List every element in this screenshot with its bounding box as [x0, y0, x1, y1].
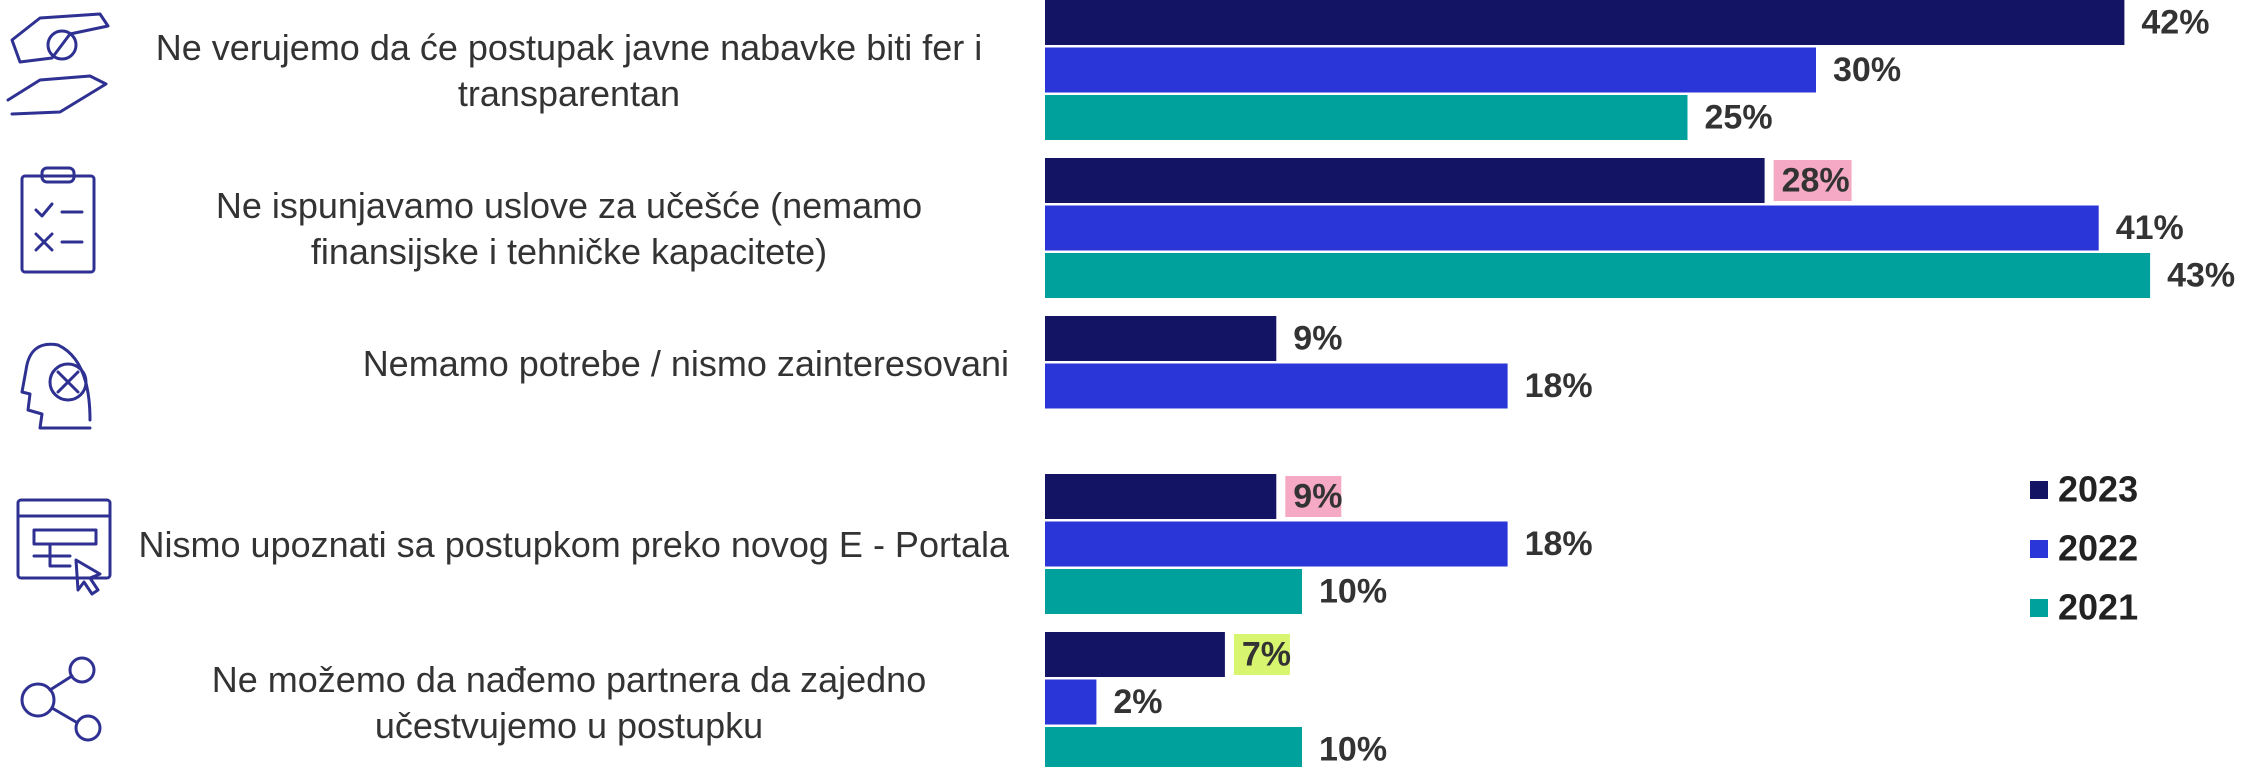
- value-label: 25%: [1705, 98, 1773, 136]
- legend-swatch: [2030, 481, 2048, 499]
- category-label: Ne možemo da nađemo partnera da zajedno …: [211, 659, 927, 747]
- bar: [1045, 316, 1277, 361]
- value-label: 2%: [1113, 683, 1162, 721]
- bar: [1045, 727, 1302, 767]
- value-label: 18%: [1525, 367, 1593, 405]
- value-label: 10%: [1319, 572, 1387, 610]
- value-label: 42%: [2141, 3, 2209, 41]
- value-label: 9%: [1293, 319, 1342, 357]
- value-label: 18%: [1525, 525, 1593, 563]
- value-label: 43%: [2167, 256, 2235, 294]
- bar: [1045, 679, 1097, 725]
- icon-portal: [16, 498, 112, 596]
- legend-label: 2023: [2058, 469, 2138, 510]
- bar: [1045, 569, 1302, 614]
- category-label: Nismo upoznati sa postupkom preko novog …: [138, 524, 1009, 566]
- icon-partners: [20, 656, 102, 742]
- icon-checklist: [20, 166, 96, 274]
- bar: [1045, 158, 1765, 203]
- bar: [1045, 474, 1277, 519]
- value-label: 10%: [1319, 730, 1387, 767]
- category-label: Ne ispunjavamo uslove za učešće (nemamo …: [215, 185, 923, 273]
- legend-label: 2022: [2058, 528, 2138, 569]
- bar: [1045, 95, 1688, 140]
- legend-swatch: [2030, 540, 2048, 558]
- category-label: Nemamo potrebe / nismo zainteresovani: [362, 342, 1009, 384]
- bar: [1045, 47, 1816, 93]
- value-label: 7%: [1242, 635, 1291, 673]
- bar: [1045, 253, 2151, 298]
- bar: [1045, 521, 1508, 567]
- bar: [1045, 205, 2099, 251]
- icon-handshake: [6, 12, 110, 116]
- value-label: 30%: [1833, 51, 1901, 89]
- value-label: 28%: [1782, 161, 1850, 199]
- value-label: 9%: [1293, 477, 1342, 515]
- icon-head: [20, 342, 92, 430]
- label-highlight: [1773, 160, 1852, 201]
- value-label: 41%: [2116, 209, 2184, 247]
- category-label: Ne verujemo da će postupak javne nabavke…: [155, 27, 983, 115]
- label-highlight: [1233, 634, 1290, 675]
- legend-label: 2021: [2058, 587, 2138, 628]
- label-highlight: [1285, 476, 1342, 517]
- legend-swatch: [2030, 599, 2048, 617]
- bar: [1045, 632, 1225, 677]
- bar: [1045, 0, 2125, 45]
- bar: [1045, 363, 1508, 409]
